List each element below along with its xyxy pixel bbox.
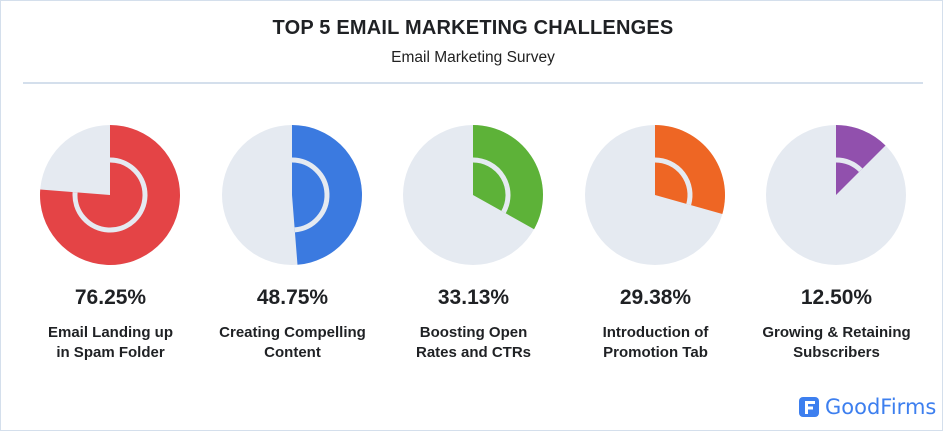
label-line-1: Email Landing up [47, 324, 173, 341]
chart-subtitle: Email Marketing Survey [391, 49, 555, 66]
pie-slice [39, 125, 180, 266]
pie-chart [222, 125, 363, 265]
chart-title: TOP 5 EMAIL MARKETING CHALLENGES [272, 17, 674, 39]
pie-slice [655, 125, 725, 215]
label-line-1: Introduction of [602, 324, 709, 341]
challenge-label: Email Landing up in Spam Folder [20, 323, 201, 363]
percentage-value: 48.75% [256, 286, 329, 309]
label-line-1: Boosting Open [419, 324, 528, 341]
pie-chart [39, 125, 180, 266]
label-line-2: Subscribers [793, 344, 880, 361]
challenge-label: Introduction of Promotion Tab [565, 323, 746, 363]
label-line-2: Promotion Tab [603, 344, 708, 361]
percentage-value: 33.13% [437, 286, 510, 309]
inner-arc [72, 157, 148, 233]
pie-slice [836, 125, 886, 195]
goodfirms-logo-icon [799, 397, 819, 417]
label-line-2: Rates and CTRs [415, 344, 532, 361]
label-line-2: in Spam Folder [56, 344, 165, 361]
percentage-value: 12.50% [800, 286, 873, 309]
inner-arc [472, 157, 511, 214]
pie-slice [473, 125, 543, 230]
brand-name: GoodFirms [825, 395, 937, 419]
label-line-1: Growing & Retaining [762, 324, 911, 341]
challenge-label: Creating Compelling Content [202, 323, 383, 363]
challenge-label: Boosting Open Rates and CTRs [383, 323, 564, 363]
percentage-value: 29.38% [619, 286, 692, 309]
inner-arc [291, 157, 330, 233]
goodfirms-logo: GoodFirms [799, 395, 936, 419]
challenge-label: Growing & Retaining Subscribers [746, 323, 927, 363]
pie-chart [766, 125, 906, 265]
percentage-value: 76.25% [74, 286, 147, 309]
pie-chart [403, 125, 543, 265]
label-line-1: Creating Compelling [219, 324, 366, 341]
header-divider [23, 82, 923, 84]
inner-arc [835, 157, 863, 173]
pie-chart [585, 125, 725, 265]
label-line-2: Content [264, 344, 321, 361]
inner-arc [654, 157, 693, 206]
